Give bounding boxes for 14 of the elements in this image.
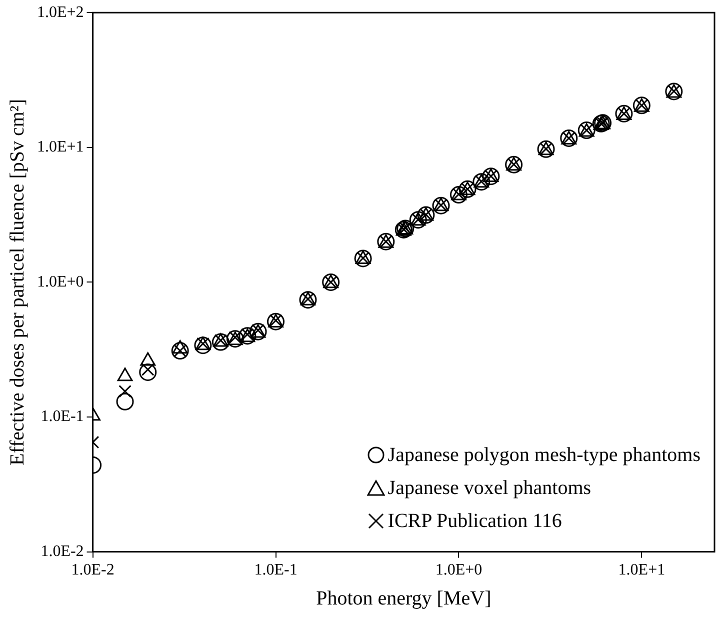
legend-label: Japanese polygon mesh-type phantoms <box>388 442 700 468</box>
y-tick-label: 1.0E+0 <box>37 273 84 290</box>
x-tick-label: 1.0E+0 <box>435 562 482 579</box>
legend-label: Japanese voxel phantoms <box>388 476 592 501</box>
x-axis-title: Photon energy [MeV] <box>316 587 492 610</box>
x-tick-label: 1.0E-2 <box>71 562 114 579</box>
x-tick-label: 1.0E-1 <box>254 562 298 579</box>
y-tick-label: 1.0E-1 <box>40 408 84 426</box>
legend-label: ICRP Publication 116 <box>388 508 562 534</box>
x-tick-label: 1.0E+1 <box>618 562 666 579</box>
y-tick-label: 1.0E+2 <box>37 4 84 21</box>
y-tick-label: 1.0E-2 <box>40 543 84 560</box>
y-tick-label: 1.0E+1 <box>37 138 84 156</box>
y-axis-title: Effective doses per particel fluence [pSv cm²] <box>6 98 28 466</box>
